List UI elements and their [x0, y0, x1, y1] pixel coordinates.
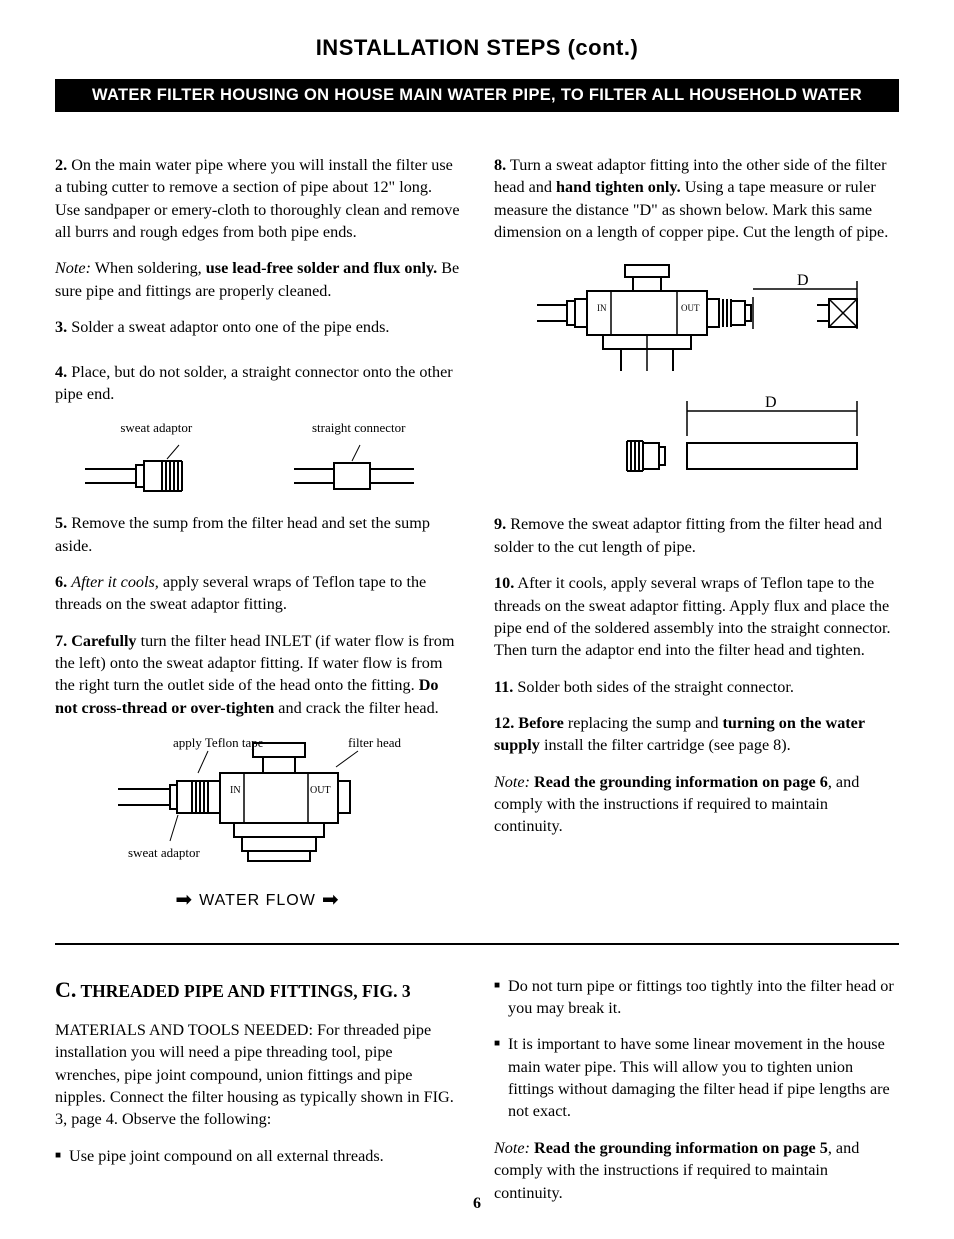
page-number: 6 [0, 1195, 954, 1213]
step-post: install the filter cartridge (see page 8… [540, 736, 791, 754]
out-label: OUT [681, 303, 700, 313]
straight-connector-svg [284, 441, 434, 496]
d-measure-svg: IN OUT D [517, 261, 877, 491]
arrow-right-icon: ➡ [322, 887, 340, 915]
step-text: On the main water pipe where you will in… [55, 156, 460, 241]
page-title: INSTALLATION STEPS (cont.) [55, 35, 899, 61]
section-c-left: C. THREADED PIPE AND FITTINGS, FIG. 3 MA… [55, 975, 460, 1218]
filter-head-svg: apply Teflon tape filter head swea [78, 733, 438, 883]
note-grounding-5: Note: Read the grounding information on … [494, 1137, 899, 1204]
note-pre: When soldering, [91, 259, 206, 277]
note-solder: Note: When soldering, use lead-free sold… [55, 257, 460, 302]
in-label: IN [230, 785, 241, 796]
step-number: 3. [55, 318, 67, 336]
section-c-heading: C. THREADED PIPE AND FITTINGS, FIG. 3 [55, 975, 460, 1005]
bullet-text: Use pipe joint compound on all external … [69, 1145, 384, 1167]
step-number: 6. [55, 573, 67, 591]
step-3: 3. Solder a sweat adaptor onto one of th… [55, 316, 460, 338]
sweat-adaptor-diagram: sweat adaptor [81, 419, 231, 496]
sweat-adaptor-svg [81, 441, 231, 496]
bullet-text: It is important to have some linear move… [508, 1033, 899, 1122]
step-4: 4. Place, but do not solder, a straight … [55, 361, 460, 406]
straight-connector-diagram: straight connector [284, 419, 434, 496]
fig-label-teflon: apply Teflon tape [173, 735, 264, 750]
step-number: 10. [494, 574, 514, 592]
step-text: Remove the sweat adaptor fitting from th… [494, 515, 882, 555]
note-grounding-6: Note: Read the grounding information on … [494, 771, 899, 838]
step-10: 10. After it cools, apply several wraps … [494, 572, 899, 661]
step-number: 2. [55, 156, 67, 174]
step-number: 11. [494, 678, 513, 696]
section-c-materials: MATERIALS AND TOOLS NEEDED: For threaded… [55, 1019, 460, 1131]
step-bold: hand tighten only. [556, 178, 681, 196]
note-label: Note: [55, 259, 91, 277]
step-number: 8. [494, 156, 506, 174]
step-12: 12. Before replacing the sump and turnin… [494, 712, 899, 757]
step-7: 7. Carefully turn the filter head INLET … [55, 630, 460, 719]
water-flow-text: WATER FLOW [199, 890, 316, 912]
note-bold: Read the grounding information on page 5 [530, 1139, 828, 1157]
step-bold: Before [518, 714, 564, 732]
fig-label: straight connector [284, 419, 434, 437]
step-8: 8. Turn a sweat adaptor fitting into the… [494, 154, 899, 243]
arrow-right-icon: ➡ [175, 887, 193, 915]
section-c-columns: C. THREADED PIPE AND FITTINGS, FIG. 3 MA… [55, 975, 899, 1218]
bullet-icon: ■ [494, 1033, 500, 1122]
step-number: 7. [55, 632, 67, 650]
step-italic: After it cools, [71, 573, 159, 591]
in-label: IN [597, 303, 607, 313]
right-column: 8. Turn a sweat adaptor fitting into the… [494, 154, 899, 915]
step-number: 12. [494, 714, 514, 732]
bullet-do-not-turn: ■ Do not turn pipe or fittings too tight… [494, 975, 899, 1020]
step-mid: replacing the sump and [564, 714, 723, 732]
out-label: OUT [310, 785, 331, 796]
step-2: 2. On the main water pipe where you will… [55, 154, 460, 243]
note-label: Note: [494, 1139, 530, 1157]
note-bold: use lead-free solder and flux only. [206, 259, 437, 277]
step-number: 9. [494, 515, 506, 533]
step-11: 11. Solder both sides of the straight co… [494, 676, 899, 698]
step-9: 9. Remove the sweat adaptor fitting from… [494, 513, 899, 558]
section-bar: WATER FILTER HOUSING ON HOUSE MAIN WATER… [55, 79, 899, 112]
step-6: 6. After it cools, apply several wraps o… [55, 571, 460, 616]
step-text: Remove the sump from the filter head and… [55, 514, 430, 554]
figure-d-measurement: IN OUT D [517, 261, 877, 491]
d-label: D [797, 272, 809, 289]
figure-adaptor-connector: sweat adaptor [55, 419, 460, 496]
section-c-right: ■ Do not turn pipe or fittings too tight… [494, 975, 899, 1218]
fig-label-sweat: sweat adaptor [128, 845, 201, 860]
water-flow-label: ➡ WATER FLOW ➡ [78, 887, 438, 915]
figure-filter-head: apply Teflon tape filter head swea [78, 733, 438, 915]
step-number: 4. [55, 363, 67, 381]
bullet-linear-movement: ■ It is important to have some linear mo… [494, 1033, 899, 1122]
d-label-2: D [765, 394, 777, 411]
fig-label: sweat adaptor [81, 419, 231, 437]
note-label: Note: [494, 773, 530, 791]
step-bold: Carefully [71, 632, 136, 650]
bullet-icon: ■ [494, 975, 500, 1020]
step-text: After it cools, apply several wraps of T… [494, 574, 891, 659]
step-text: Solder a sweat adaptor onto one of the p… [71, 318, 389, 336]
step-number: 5. [55, 514, 67, 532]
heading-letter: C. [55, 977, 76, 1002]
note-bold: Read the grounding information on page 6 [530, 773, 828, 791]
step-5: 5. Remove the sump from the filter head … [55, 512, 460, 557]
bullet-text: Do not turn pipe or fittings too tightly… [508, 975, 899, 1020]
upper-columns: 2. On the main water pipe where you will… [55, 154, 899, 915]
bullet-icon: ■ [55, 1145, 61, 1167]
step-text: Solder both sides of the straight connec… [517, 678, 793, 696]
step-text: Place, but do not solder, a straight con… [55, 363, 453, 403]
heading-rest: THREADED PIPE AND FITTINGS, FIG. 3 [76, 981, 410, 1001]
step-post: and crack the filter head. [274, 699, 438, 717]
bullet-compound: ■ Use pipe joint compound on all externa… [55, 1145, 460, 1167]
section-divider [55, 943, 899, 945]
fig-label-head: filter head [348, 735, 402, 750]
left-column: 2. On the main water pipe where you will… [55, 154, 460, 915]
